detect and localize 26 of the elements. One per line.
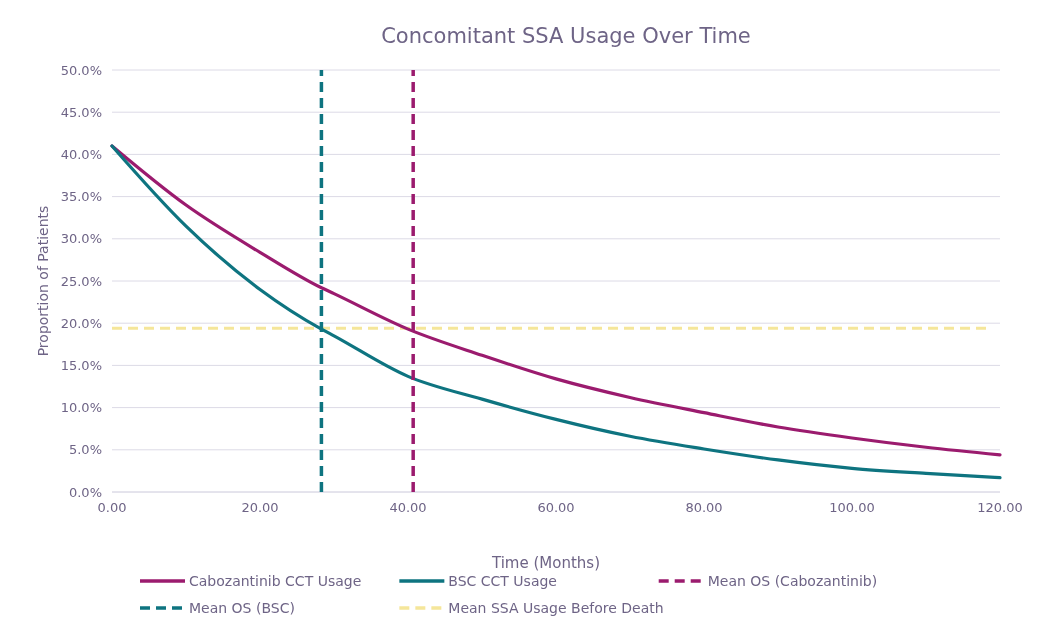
legend-label: Mean OS (BSC) (189, 599, 295, 616)
y-tick-label: 20.0% (60, 315, 102, 331)
chart-title: Concomitant SSA Usage Over Time (381, 24, 751, 48)
legend-label: Mean OS (Cabozantinib) (707, 572, 878, 589)
legend-label: Mean SSA Usage Before Death (448, 599, 664, 616)
y-tick-label: 25.0% (60, 273, 102, 289)
x-tick-label: 0.00 (97, 500, 127, 515)
y-tick-label: 40.0% (60, 146, 102, 162)
x-tick-label: 60.00 (537, 500, 575, 515)
y-tick-label: 50.0% (60, 62, 102, 78)
y-tick-label: 45.0% (60, 104, 102, 120)
y-tick-label: 15.0% (60, 357, 102, 373)
y-axis-title: Proportion of Patients (35, 205, 51, 357)
x-tick-label: 80.00 (685, 500, 723, 515)
legend-label: BSC CCT Usage (448, 572, 558, 589)
y-tick-label: 0.0% (68, 484, 102, 500)
x-tick-label: 100.00 (829, 500, 875, 515)
y-tick-label: 10.0% (60, 400, 102, 416)
x-tick-label: 120.00 (977, 500, 1023, 515)
x-tick-label: 20.00 (241, 500, 279, 515)
y-tick-label: 30.0% (60, 231, 102, 247)
x-tick-label: 40.00 (389, 500, 427, 515)
y-tick-label: 5.0% (68, 442, 102, 458)
x-axis-title: Time (Months) (490, 554, 601, 572)
y-tick-label: 35.0% (60, 189, 102, 205)
legend-label: Cabozantinib CCT Usage (189, 572, 362, 589)
